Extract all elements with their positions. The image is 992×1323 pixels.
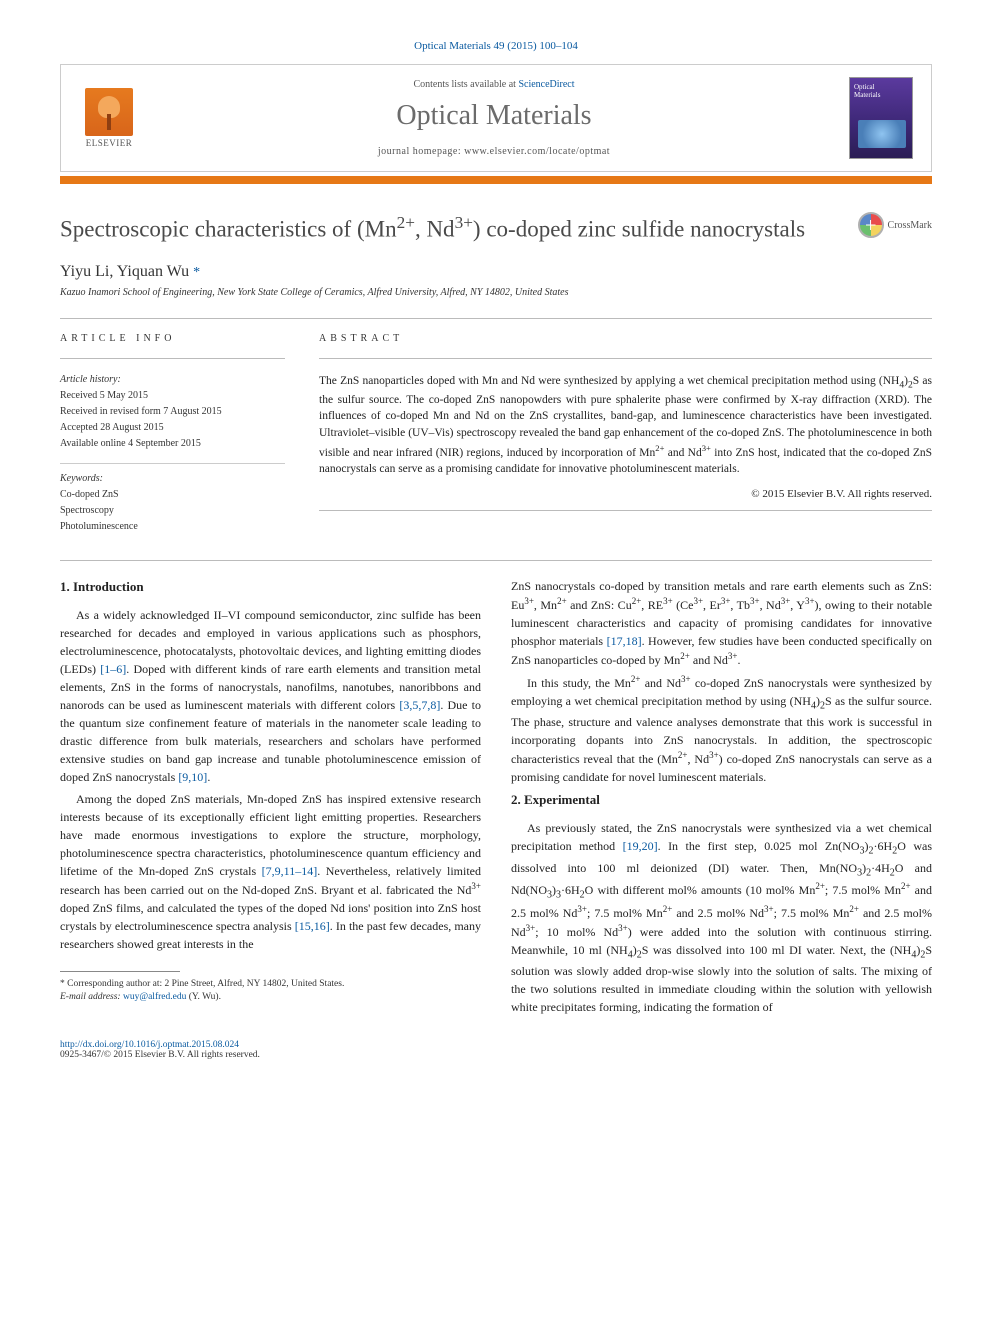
body-two-column: 1. Introduction As a widely acknowledged… [60, 577, 932, 1016]
abstract-text: The ZnS nanoparticles doped with Mn and … [319, 373, 932, 478]
journal-homepage-line: journal homepage: www.elsevier.com/locat… [139, 146, 849, 157]
rule-abstract-bottom [319, 510, 932, 511]
crossmark-icon [858, 212, 884, 238]
authors-line: Yiyu Li, Yiquan Wu * [60, 263, 932, 281]
abstract-heading: ABSTRACT [319, 333, 932, 344]
corresponding-author-footnote: * Corresponding author at: 2 Pine Street… [60, 978, 481, 1005]
abstract-column: ABSTRACT The ZnS nanoparticles doped wit… [319, 333, 932, 536]
homepage-prefix: journal homepage: [378, 146, 464, 157]
abstract-copyright: © 2015 Elsevier B.V. All rights reserved… [319, 488, 932, 500]
history-online: Available online 4 September 2015 [60, 437, 285, 451]
elsevier-tree-icon [85, 88, 133, 136]
issn-copyright-line: 0925-3467/© 2015 Elsevier B.V. All right… [60, 1050, 260, 1060]
keyword-item: Co-doped ZnS [60, 488, 285, 502]
footnote-email-who: (Y. Wu). [189, 992, 221, 1002]
keyword-item: Spectroscopy [60, 504, 285, 518]
intro-paragraph: Among the doped ZnS materials, Mn-doped … [60, 790, 481, 953]
rule-abstract [319, 358, 932, 359]
rule-info [60, 358, 285, 359]
history-accepted: Accepted 28 August 2015 [60, 421, 285, 435]
crossmark-badge[interactable]: CrossMark [858, 212, 932, 238]
section-heading-introduction: 1. Introduction [60, 577, 481, 597]
journal-name: Optical Materials [139, 100, 849, 132]
elsevier-label: ELSEVIER [86, 138, 133, 148]
sciencedirect-link[interactable]: ScienceDirect [518, 79, 574, 90]
footnote-email-link[interactable]: wuy@alfred.edu [123, 992, 186, 1002]
crossmark-label: CrossMark [888, 220, 932, 231]
homepage-url[interactable]: www.elsevier.com/locate/optmat [464, 146, 610, 157]
rule-body-top [60, 560, 932, 561]
article-info-column: ARTICLE INFO Article history: Received 5… [60, 333, 285, 536]
rule-keywords [60, 463, 285, 464]
keywords-label: Keywords: [60, 472, 285, 486]
page-footer: http://dx.doi.org/10.1016/j.optmat.2015.… [60, 1040, 932, 1060]
elsevier-logo: ELSEVIER [79, 83, 139, 153]
article-title: Spectroscopic characteristics of (Mn2+, … [60, 212, 844, 245]
doi-link[interactable]: http://dx.doi.org/10.1016/j.optmat.2015.… [60, 1040, 239, 1050]
journal-header-box: ELSEVIER Contents lists available at Sci… [60, 64, 932, 172]
footnote-separator [60, 971, 180, 972]
journal-cover-thumbnail [849, 77, 913, 159]
keyword-item: Photoluminescence [60, 520, 285, 534]
history-revised: Received in revised form 7 August 2015 [60, 405, 285, 419]
contents-prefix: Contents lists available at [413, 79, 518, 90]
header-orange-rule [60, 176, 932, 184]
rule-top [60, 318, 932, 319]
article-info-heading: ARTICLE INFO [60, 333, 285, 344]
contents-available-line: Contents lists available at ScienceDirec… [139, 79, 849, 90]
footnote-corr: * Corresponding author at: 2 Pine Street… [60, 978, 481, 991]
footnote-email-label: E-mail address: [60, 992, 121, 1002]
section-heading-experimental: 2. Experimental [511, 790, 932, 810]
experimental-paragraph: As previously stated, the ZnS nanocrysta… [511, 819, 932, 1016]
intro-paragraph: In this study, the Mn2+ and Nd3+ co-dope… [511, 673, 932, 786]
intro-paragraph: ZnS nanocrystals co-doped by transition … [511, 577, 932, 669]
affiliation: Kazuo Inamori School of Engineering, New… [60, 287, 932, 298]
history-received: Received 5 May 2015 [60, 389, 285, 403]
intro-paragraph: As a widely acknowledged II–VI compound … [60, 606, 481, 786]
history-label: Article history: [60, 373, 285, 387]
header-citation: Optical Materials 49 (2015) 100–104 [60, 40, 932, 52]
